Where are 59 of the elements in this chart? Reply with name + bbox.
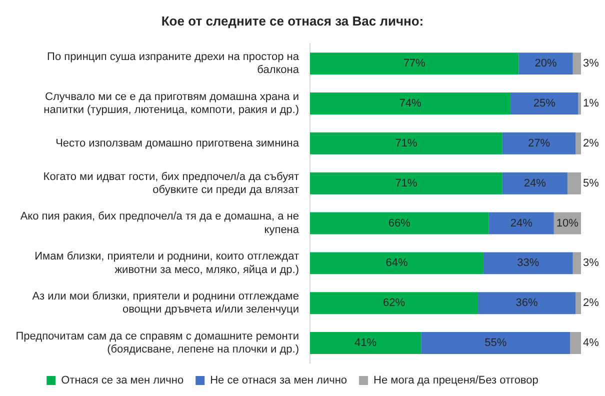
y-tick-label: Аз или мои близки, приятели и роднини отглеждаме овощни дръвчета и/или зеленчуци (32, 290, 299, 316)
data-label: 25% (533, 98, 556, 110)
bar (421, 332, 570, 354)
bar (310, 332, 422, 354)
data-label: 24% (524, 177, 546, 190)
data-label: 1% (583, 98, 600, 110)
bar (578, 92, 581, 114)
y-tick-label: Често използвам домашно приготвена зимнина (56, 137, 300, 150)
y-tick-label: По принцип суша изпраните дрехи на простор на балкона (47, 50, 300, 76)
data-label: 2% (583, 137, 600, 150)
bar (576, 132, 581, 154)
data-label: 3% (583, 58, 600, 70)
data-label: 66% (388, 217, 411, 230)
data-label: 4% (583, 337, 600, 350)
bar (488, 212, 554, 234)
y-tick-label: Ако пия ракия, бих предпочел/а тя да е домашна, а не купена (20, 210, 300, 236)
bar (310, 92, 511, 114)
bar (570, 332, 581, 354)
y-tick-label: Случвало ми се е да приготвям домашна храна и напитки (туршия, лютеница, компоти, ракия и др.) (44, 90, 299, 116)
bar (572, 52, 581, 75)
data-label: 33% (517, 257, 540, 270)
bar (510, 92, 578, 114)
bar (310, 212, 489, 234)
bar (310, 292, 478, 314)
chart-title: Кое от следните се отнася за Вас лично: (161, 13, 424, 28)
bar (483, 252, 573, 274)
bar (576, 292, 581, 314)
bar (310, 172, 502, 194)
data-label: 20% (534, 58, 557, 70)
data-label: 5% (583, 177, 600, 190)
data-label: 77% (403, 58, 426, 70)
bar (478, 292, 576, 314)
data-label: 74% (399, 98, 422, 110)
legend-label: Не се отнася за мен лично (210, 374, 348, 387)
data-label: 71% (395, 177, 418, 190)
legend-label: Не мога да преценя/Без отговор (374, 374, 538, 387)
data-label: 64% (386, 257, 408, 270)
bar (572, 252, 581, 274)
bar (567, 172, 581, 194)
y-tick-label: Когато ми идват гости, бих предпочел/а да събуят обувките си преди да влязат (43, 170, 299, 196)
data-label: 55% (484, 337, 507, 350)
bar (502, 172, 568, 194)
y-tick-label: Имам близки, приятели и роднини, които отглеждат животни за месо, мляко, яйца и др.) (34, 250, 299, 276)
data-label: 10% (556, 217, 579, 230)
bar (310, 52, 519, 75)
data-label: 27% (528, 137, 550, 150)
data-label: 71% (395, 137, 418, 150)
data-label: 3% (583, 257, 600, 270)
bar (310, 132, 502, 154)
data-label: 2% (583, 297, 600, 310)
y-tick-label: Предпочитам сам да се справям с домашните ремонти (боядисване, лепене на плочки и др.) (16, 330, 299, 356)
data-label: 41% (354, 337, 377, 350)
bar (310, 252, 484, 274)
data-label: 24% (510, 217, 533, 230)
bar (502, 132, 576, 154)
bar (518, 52, 573, 75)
data-label: 62% (382, 297, 406, 310)
legend-label: Отнася се за мен лично (61, 374, 184, 387)
data-label: 36% (516, 297, 538, 310)
